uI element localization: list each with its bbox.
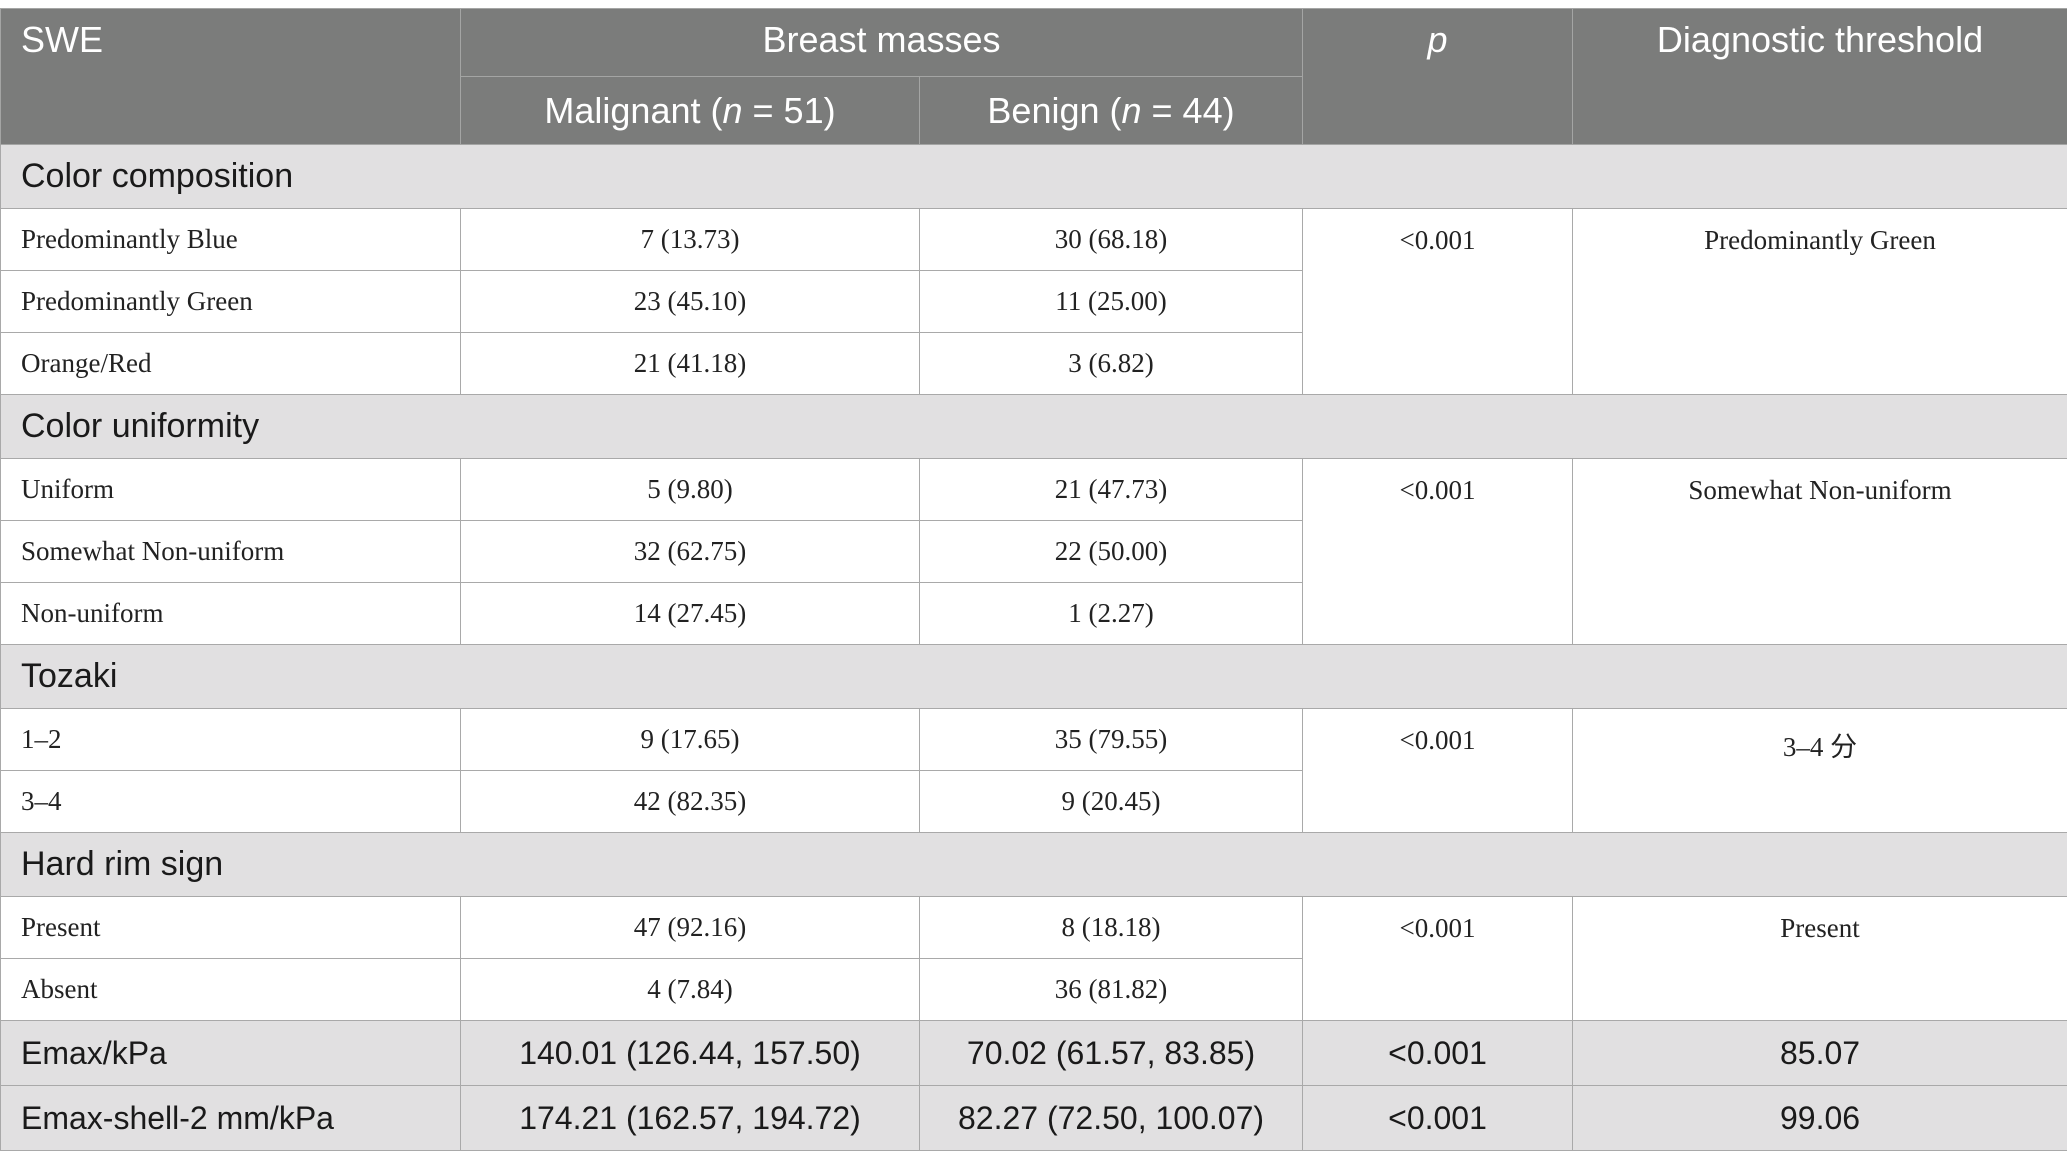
malignant-cell: 23 (45.10) <box>460 270 920 333</box>
p-value-cell: <0.001 <box>1302 896 1574 1021</box>
threshold-cell: 85.07 <box>1572 1020 2067 1086</box>
malignant-cell: 21 (41.18) <box>460 332 920 395</box>
table-row: Orange/Red 21 (41.18) 3 (6.82) <box>0 332 2067 395</box>
benign-cell: 11 (25.00) <box>918 270 1304 333</box>
benign-cell: 30 (68.18) <box>918 208 1304 271</box>
table-row: Uniform 5 (9.80) 21 (47.73) <0.001 Somew… <box>0 458 2067 645</box>
section-row-hard-rim-sign: Hard rim sign <box>0 832 2067 897</box>
row-label: Orange/Red <box>0 332 461 395</box>
header-benign: Benign (n = 44) <box>918 76 1304 145</box>
benign-cell: 82.27 (72.50, 100.07) <box>918 1085 1304 1151</box>
row-label: Absent <box>0 958 461 1021</box>
malignant-cell: 7 (13.73) <box>460 208 920 271</box>
header-p-value: p <box>1302 8 1574 145</box>
section-title: Hard rim sign <box>0 832 2067 897</box>
benign-cell: 8 (18.18) <box>918 896 1304 959</box>
row-label: Somewhat Non-uniform <box>0 520 461 583</box>
summary-row-emax-shell: Emax-shell-2 mm/kPa 174.21 (162.57, 194.… <box>0 1085 2067 1151</box>
benign-cell: 22 (50.00) <box>918 520 1304 583</box>
row-label: Uniform <box>0 458 461 521</box>
benign-cell: 36 (81.82) <box>918 958 1304 1021</box>
row-label: Present <box>0 896 461 959</box>
benign-cell: 21 (47.73) <box>918 458 1304 521</box>
swe-results-table: SWE Breast masses p Diagnostic threshold… <box>0 8 2067 1151</box>
row-label: 1–2 <box>0 708 461 771</box>
table-row: Present 47 (92.16) 8 (18.18) <0.001 Pres… <box>0 896 2067 1021</box>
threshold-cell: 3–4 分 <box>1572 708 2067 833</box>
header-swe: SWE <box>0 8 461 145</box>
malignant-cell: 47 (92.16) <box>460 896 920 959</box>
row-label: Emax/kPa <box>0 1020 461 1086</box>
section-row-color-composition: Color composition <box>0 144 2067 209</box>
table-row: Predominantly Blue 7 (13.73) 30 (68.18) … <box>0 208 2067 395</box>
malignant-cell: 42 (82.35) <box>460 770 920 833</box>
p-value-cell: <0.001 <box>1302 458 1574 645</box>
section-title: Tozaki <box>0 644 2067 709</box>
benign-cell: 70.02 (61.57, 83.85) <box>918 1020 1304 1086</box>
threshold-cell: 99.06 <box>1572 1085 2067 1151</box>
benign-cell: 35 (79.55) <box>918 708 1304 771</box>
table-row: Predominantly Green 23 (45.10) 11 (25.00… <box>0 270 2067 333</box>
benign-cell: 3 (6.82) <box>918 332 1304 395</box>
malignant-cell: 14 (27.45) <box>460 582 920 645</box>
header-diagnostic-threshold: Diagnostic threshold <box>1572 8 2067 145</box>
row-label: Predominantly Blue <box>0 208 461 271</box>
section-title: Color composition <box>0 144 2067 209</box>
section-title: Color uniformity <box>0 394 2067 459</box>
header-malignant: Malignant (n = 51) <box>460 76 920 145</box>
malignant-cell: 174.21 (162.57, 194.72) <box>460 1085 920 1151</box>
threshold-cell: Predominantly Green <box>1572 208 2067 395</box>
p-value-cell: <0.001 <box>1302 208 1574 395</box>
section-row-tozaki: Tozaki <box>0 644 2067 709</box>
table-row: Somewhat Non-uniform 32 (62.75) 22 (50.0… <box>0 520 2067 583</box>
summary-row-emax: Emax/kPa 140.01 (126.44, 157.50) 70.02 (… <box>0 1020 2067 1086</box>
p-value-cell: <0.001 <box>1302 1085 1574 1151</box>
section-row-color-uniformity: Color uniformity <box>0 394 2067 459</box>
malignant-cell: 140.01 (126.44, 157.50) <box>460 1020 920 1086</box>
benign-cell: 9 (20.45) <box>918 770 1304 833</box>
benign-cell: 1 (2.27) <box>918 582 1304 645</box>
table-row: Non-uniform 14 (27.45) 1 (2.27) <box>0 582 2067 645</box>
row-label: Predominantly Green <box>0 270 461 333</box>
table-header: SWE Breast masses p Diagnostic threshold… <box>0 8 2067 145</box>
malignant-cell: 32 (62.75) <box>460 520 920 583</box>
row-label: 3–4 <box>0 770 461 833</box>
row-label: Non-uniform <box>0 582 461 645</box>
row-label: Emax-shell-2 mm/kPa <box>0 1085 461 1151</box>
table-row: Absent 4 (7.84) 36 (81.82) <box>0 958 2067 1021</box>
p-value-cell: <0.001 <box>1302 708 1574 833</box>
threshold-cell: Somewhat Non-uniform <box>1572 458 2067 645</box>
threshold-cell: Present <box>1572 896 2067 1021</box>
table-row: 1–2 9 (17.65) 35 (79.55) <0.001 3–4 分 <box>0 708 2067 833</box>
malignant-cell: 9 (17.65) <box>460 708 920 771</box>
malignant-cell: 5 (9.80) <box>460 458 920 521</box>
malignant-cell: 4 (7.84) <box>460 958 920 1021</box>
header-breast-masses: Breast masses <box>459 8 1304 77</box>
p-value-cell: <0.001 <box>1302 1020 1574 1086</box>
